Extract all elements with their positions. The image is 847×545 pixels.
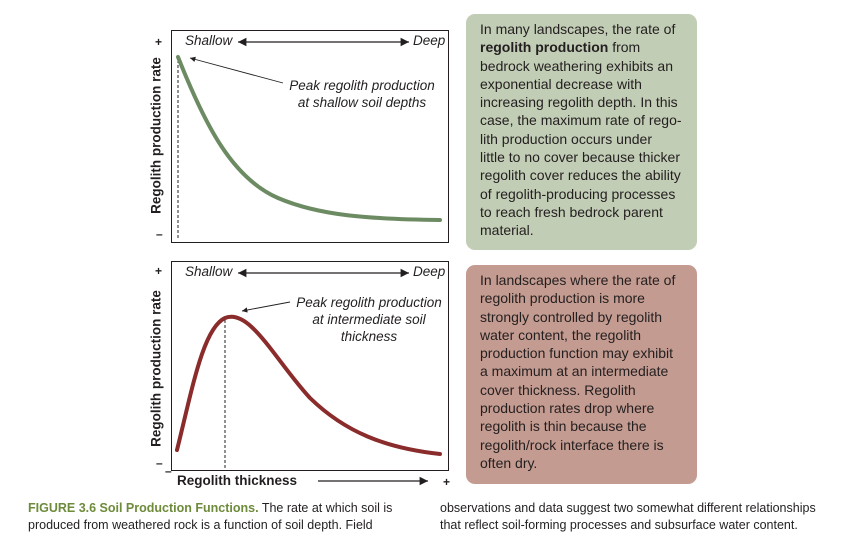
x-axis-plus: + [443,475,451,489]
text-span: regolith cover reduces the ability [480,167,681,184]
bottom-annotation-pointer [241,301,291,313]
text-span: In landscapes where the rate of [480,272,676,288]
text-span: regolith is thin because the [480,418,647,435]
top-annotation-pointer [189,56,284,84]
text-span: a maximum at an intermediate [480,363,669,380]
box2-line: In landscapes where the rate of [480,271,689,289]
text-span: lith production occurs under [480,130,652,147]
box1-line: case, the maximum rate of rego- [480,111,689,129]
box2-line: regolith production is more [480,289,689,307]
bottom-deep-label: Deep [413,264,446,279]
box2-line: regolith is thin because the [480,417,689,435]
box1-line: little to no cover because thicker [480,148,689,166]
top-peak-annotation: Peak regolith production at shallow soil… [282,77,442,111]
bottom-peak-annotation: Peak regolith production at intermediate… [290,294,448,345]
box1-line: lith production occurs under [480,130,689,148]
top-y-minus: – [156,227,163,241]
text-span: to reach fresh bedrock parent [480,203,663,220]
text-span: water content, the regolith [480,326,642,343]
caption-right-line-1: observations and data suggest two somewh… [440,501,816,515]
text-span: regolith production is more [480,290,645,307]
box1-line: In many landscapes, the rate of [480,20,689,38]
figure-caption-left: FIGURE 3.6 Soil Production Functions. Th… [28,500,428,534]
figure-label: FIGURE 3.6 Soil Production Functions. [28,501,259,515]
box2-line: cover thickness. Regolith [480,381,689,399]
top-annotation-line-2: at shallow soil depths [297,95,427,110]
box2-line: a maximum at an intermediate [480,362,689,380]
figure-caption-right: observations and data suggest two somewh… [440,500,840,534]
text-span: of regolith-producing processes [480,185,676,202]
bold-term: regolith production [480,39,609,56]
bottom-curve [175,314,442,456]
bottom-annotation-line-2: at intermediate soil [312,312,426,327]
caption-right-line-2: that reflect soil-forming processes and … [440,518,798,532]
box2-line: often dry. [480,454,689,472]
x-axis-label: Regolith thickness [177,473,298,488]
text-span: from [608,39,641,56]
box2-line: production rates drop where [480,399,689,417]
box1-line: material. [480,221,689,239]
box2-line: strongly controlled by regolith [480,308,689,326]
x-axis-minus: – [165,464,172,478]
top-deep-label: Deep [413,33,446,48]
text-span: little to no cover because thicker [480,149,680,166]
text-span: production rates drop where [480,400,655,417]
box1-line: regolith production from [480,38,689,56]
bottom-annotation-line-1: Peak regolith production [296,295,442,310]
humped-function-textbox: In landscapes where the rate of regolith … [466,265,697,484]
box1-line: regolith cover reduces the ability [480,166,689,184]
text-span: production function may exhibit [480,345,673,362]
box1-line: bedrock weathering exhibits an [480,57,689,75]
caption-left-line-2: produced from weathered rock is a functi… [28,518,373,532]
box1-line: increasing regolith depth. In this [480,93,689,111]
box2-line: regolith/rock interface there is [480,436,689,454]
text-span: increasing regolith depth. In this [480,94,678,111]
text-span: bedrock weathering exhibits an [480,57,674,74]
text-span: cover thickness. Regolith [480,381,636,398]
top-curve [176,55,442,222]
box2-line: production function may exhibit [480,344,689,362]
text-span: regolith/rock interface there is [480,436,664,453]
text-span: material. [480,222,534,239]
box1-line: of regolith-producing processes [480,185,689,203]
text-span: In many landscapes, the rate of [480,21,676,37]
text-span: often dry. [480,454,538,471]
top-shallow-label: Shallow [185,33,233,48]
bottom-y-plus: + [155,264,163,278]
caption-left-rest: The rate at which soil is [258,501,393,515]
text-span: strongly controlled by regolith [480,308,663,325]
top-y-plus: + [155,35,163,49]
exponential-decrease-textbox: In many landscapes, the rate of regolith … [466,14,697,250]
box2-line: water content, the regolith [480,326,689,344]
bottom-plot-frame [171,261,449,471]
box1-line: exponential decrease with [480,75,689,93]
text-span: case, the maximum rate of rego- [480,112,682,129]
bottom-y-minus: – [156,456,163,470]
bottom-shallow-label: Shallow [185,264,233,279]
text-span: exponential decrease with [480,75,642,92]
box1-line: to reach fresh bedrock parent [480,203,689,221]
bottom-annotation-line-3: thickness [340,329,398,344]
top-annotation-line-1: Peak regolith production [289,78,435,93]
